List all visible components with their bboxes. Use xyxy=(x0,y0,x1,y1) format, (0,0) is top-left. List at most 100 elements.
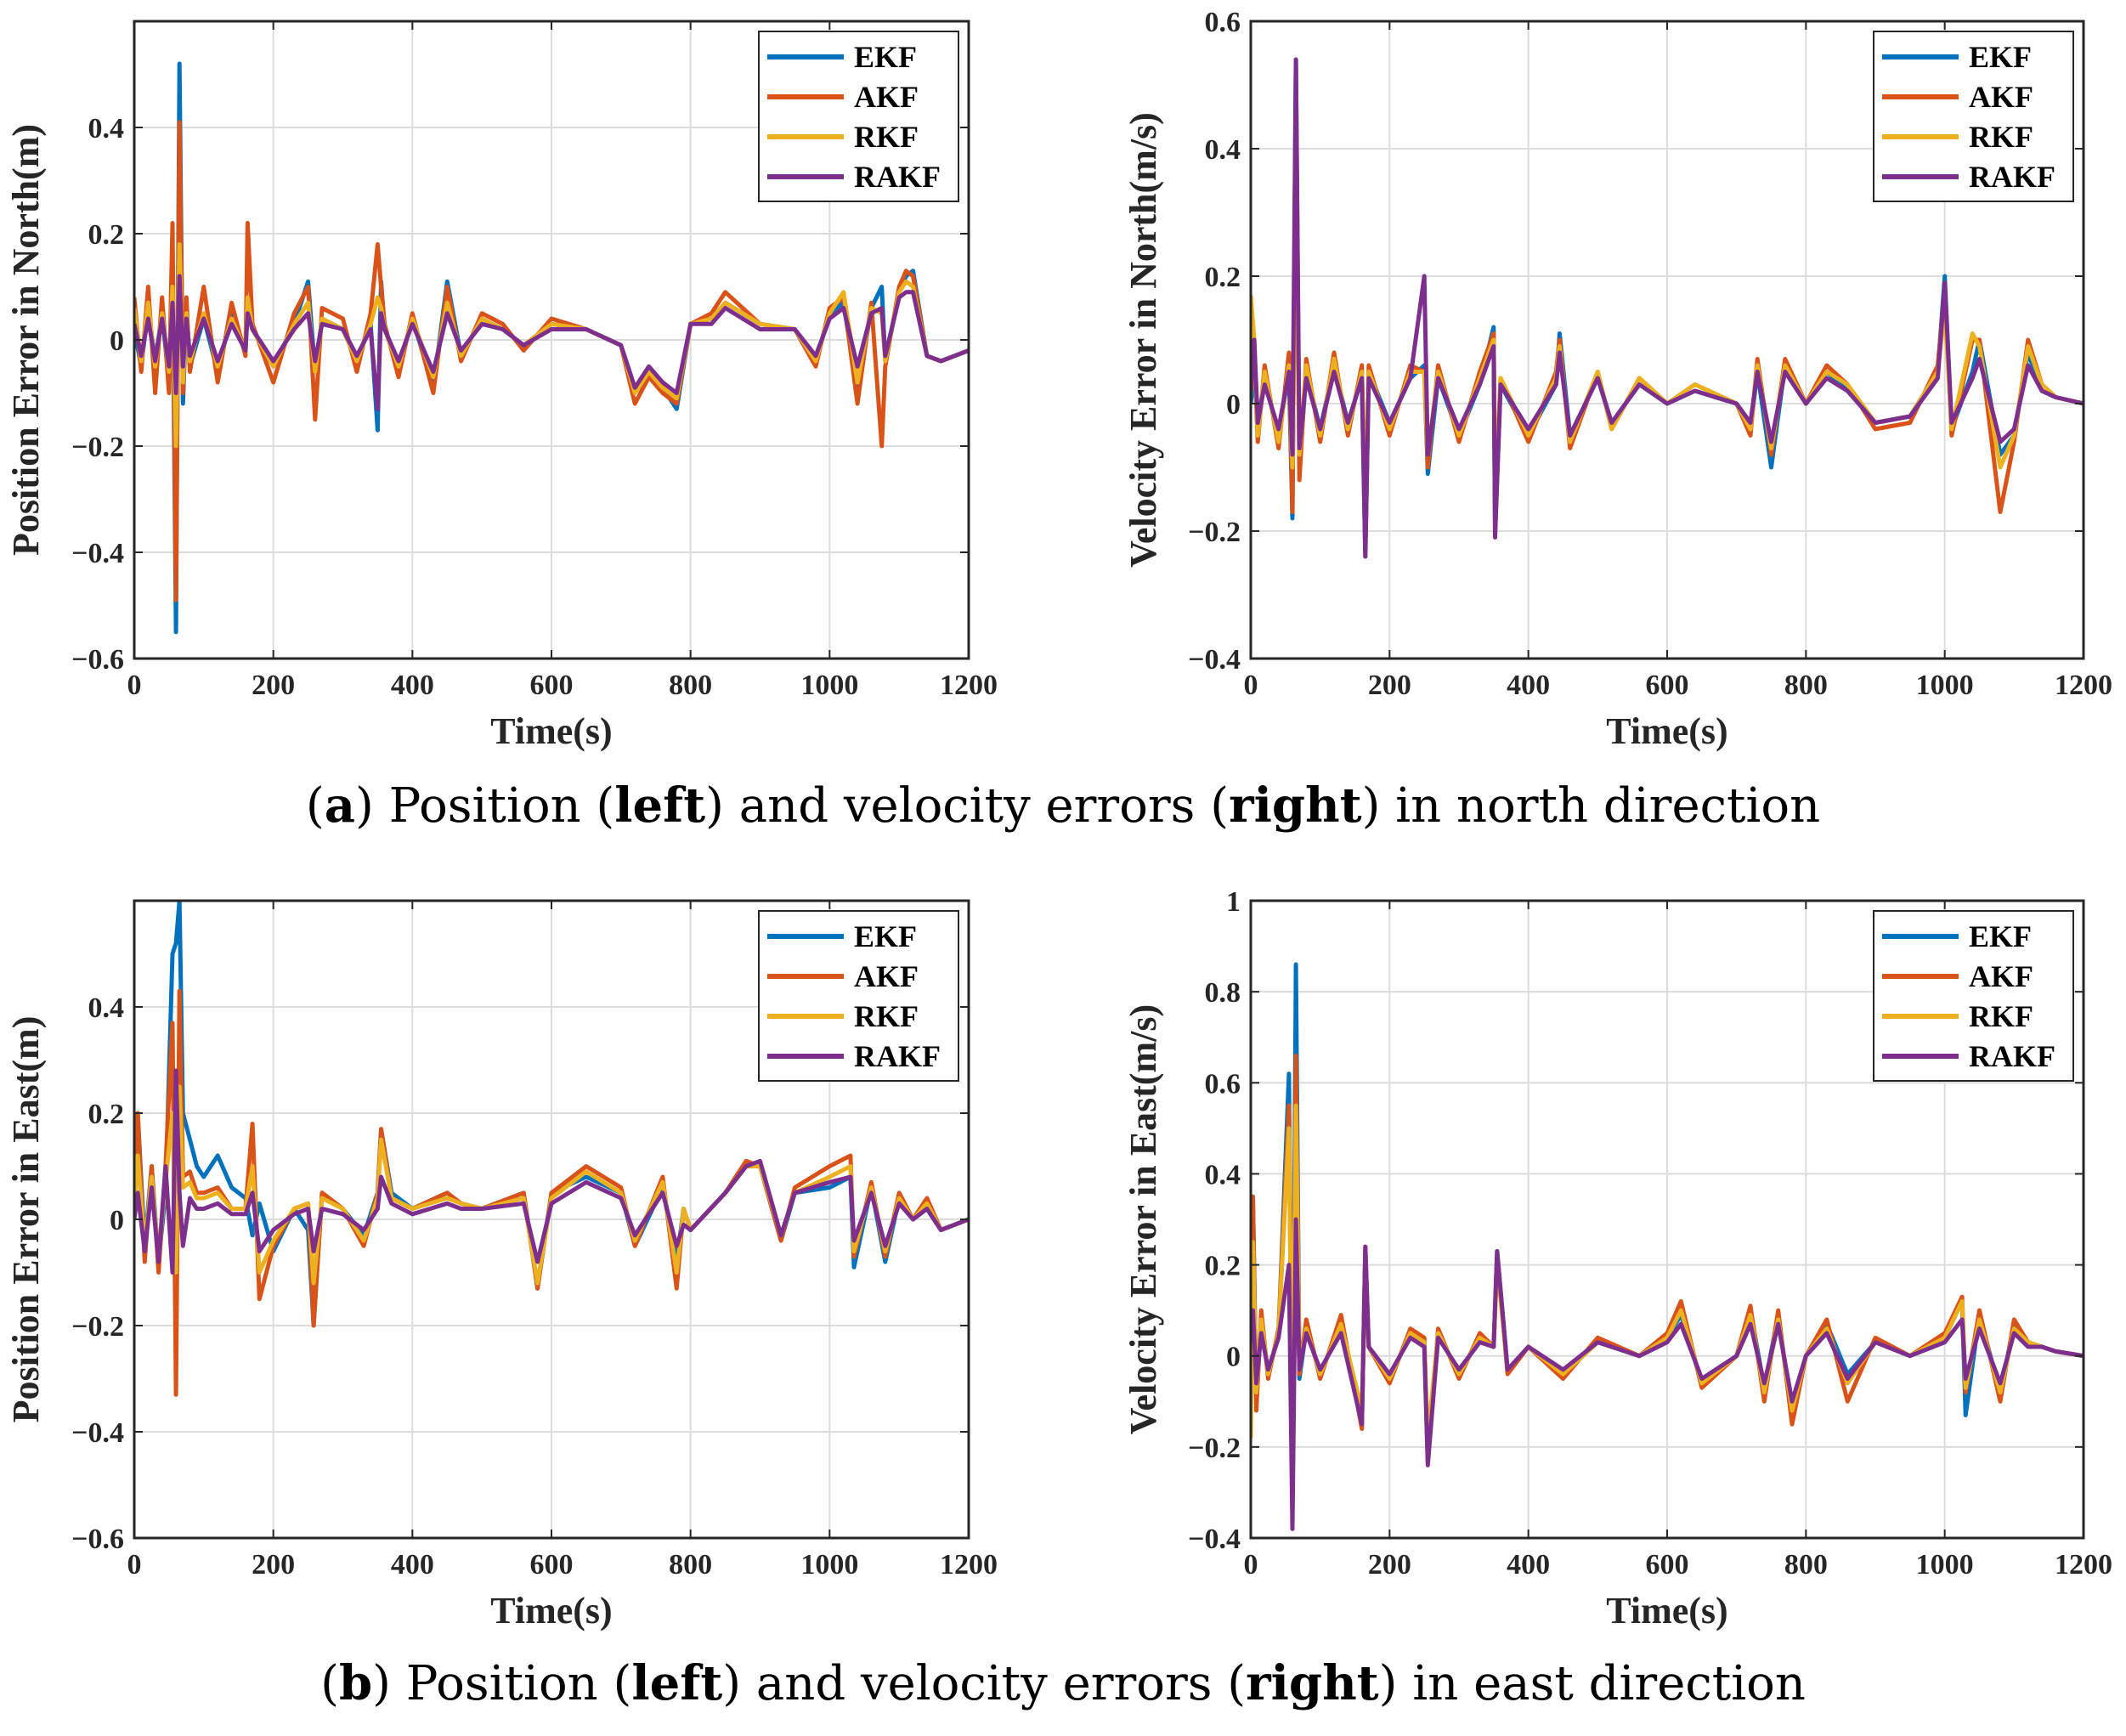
x-axis-label: Time(s) xyxy=(490,1590,612,1631)
x-tick-label: 1000 xyxy=(800,670,858,701)
legend-label-ekf: EKF xyxy=(1969,40,2032,74)
series-rakf-line xyxy=(134,274,969,411)
y-tick-label: 0.8 xyxy=(1205,977,1241,1009)
caption-b: (b) Position (left) and velocity errors … xyxy=(320,1655,1806,1711)
x-tick-label: 1000 xyxy=(800,1549,858,1580)
x-axis-label: Time(s) xyxy=(1606,710,1727,752)
y-tick-label: −0.4 xyxy=(1188,1524,1241,1555)
series-group xyxy=(134,61,969,635)
legend: EKF AKF RKF RAKF xyxy=(1873,910,2074,1082)
caption-b-post: ) in east direction xyxy=(1378,1656,1806,1711)
caption-b-left: left xyxy=(631,1655,723,1711)
legend-label-rkf: RKF xyxy=(1969,120,2033,154)
series-rakf-line xyxy=(1251,57,2084,559)
x-tick-label: 0 xyxy=(127,1549,142,1580)
y-tick-label: 0 xyxy=(1226,389,1241,421)
y-tick-label: 0.2 xyxy=(1205,262,1241,293)
y-axis-label: Velocity Error in North(m/s) xyxy=(1122,112,1164,568)
x-tick-label: 400 xyxy=(391,670,434,701)
y-axis-label: Position Error in North(m) xyxy=(5,124,47,556)
x-tick-label: 0 xyxy=(1244,670,1258,701)
x-tick-label: 1200 xyxy=(2055,670,2112,701)
x-tick-label: 1200 xyxy=(940,1549,998,1580)
caption-b-mid: ) and velocity errors ( xyxy=(722,1656,1247,1711)
y-tick-label: 0.6 xyxy=(1205,7,1241,38)
caption-a-post: ) in north direction xyxy=(1361,778,1821,834)
series-rakf-line xyxy=(1251,1217,2084,1531)
x-tick-label: 1200 xyxy=(2055,1549,2112,1580)
caption-a-right: right xyxy=(1229,778,1362,834)
x-tick-label: 1200 xyxy=(940,670,998,701)
series-rakf-line xyxy=(134,1068,969,1275)
caption-b-pre: Position ( xyxy=(390,1656,632,1711)
caption-b-label: b xyxy=(338,1655,373,1711)
series-group xyxy=(1251,962,2084,1531)
legend-label-rakf: RAKF xyxy=(854,160,941,194)
legend-box xyxy=(758,910,959,1082)
legend-label-rakf: RAKF xyxy=(1969,160,2055,194)
y-tick-label: 0.2 xyxy=(88,219,125,251)
legend-label-akf: AKF xyxy=(854,959,919,993)
caption-a-pre: Position ( xyxy=(373,778,615,834)
x-tick-label: 0 xyxy=(127,670,142,701)
x-tick-label: 800 xyxy=(1784,1549,1828,1580)
y-tick-label: −0.2 xyxy=(71,432,124,463)
legend-box xyxy=(758,31,959,202)
y-tick-label: 0.4 xyxy=(88,113,125,144)
legend-label-rkf: RKF xyxy=(854,999,919,1033)
x-tick-label: 0 xyxy=(1244,1549,1258,1580)
y-tick-label: 0.2 xyxy=(1205,1251,1241,1282)
legend-box xyxy=(1873,31,2074,202)
legend-label-ekf: EKF xyxy=(854,40,917,74)
chart-pos-north: 0 200 400 600 800 1000 1200 −0.6 −0.4 −0.2 0 0.2 0.4… xyxy=(5,20,998,752)
legend-label-akf: AKF xyxy=(1969,959,2033,993)
y-tick-label: −0.4 xyxy=(1188,644,1241,676)
y-tick-label: 0.2 xyxy=(88,1099,125,1130)
y-tick-label: −0.6 xyxy=(71,1524,124,1555)
x-tick-label: 400 xyxy=(1507,1549,1550,1580)
y-tick-label: −0.6 xyxy=(71,644,124,676)
legend-label-akf: AKF xyxy=(1969,80,2033,114)
y-tick-label: 0.4 xyxy=(1205,1159,1241,1190)
y-tick-label: −0.4 xyxy=(71,1417,124,1449)
x-tick-label: 200 xyxy=(1368,1549,1411,1580)
caption-a-left: left xyxy=(614,778,706,834)
x-tick-label: 400 xyxy=(391,1549,434,1580)
x-tick-label: 800 xyxy=(669,670,712,701)
y-axis-label: Velocity Error in East(m/s) xyxy=(1122,1004,1164,1434)
legend-label-rakf: RAKF xyxy=(1969,1039,2055,1073)
x-tick-label: 600 xyxy=(530,670,574,701)
chart-vel-north: 0 200 400 600 800 1000 1200 −0.4 −0.2 0 0.2 0.4 0.6 T… xyxy=(1122,7,2112,752)
y-tick-label: 0 xyxy=(110,1205,124,1236)
legend-label-rkf: RKF xyxy=(1969,999,2033,1033)
chart-vel-east: 0 200 400 600 800 1000 1200 −0.4 −0.2 0 0.2 0.4 0.6 0… xyxy=(1122,886,2112,1631)
series-group xyxy=(134,901,969,1397)
x-tick-label: 600 xyxy=(1646,1549,1689,1580)
x-tick-label: 800 xyxy=(1784,670,1828,701)
x-axis-label: Time(s) xyxy=(490,710,612,752)
caption-b-right: right xyxy=(1246,1655,1379,1711)
legend-label-ekf: EKF xyxy=(1969,919,2032,953)
x-axis-label: Time(s) xyxy=(1606,1590,1727,1631)
series-group xyxy=(1251,57,2084,559)
legend-label-rkf: RKF xyxy=(854,120,919,154)
caption-a-mid: ) and velocity errors ( xyxy=(705,778,1230,834)
y-tick-label: 0 xyxy=(1226,1342,1241,1373)
x-tick-label: 1000 xyxy=(1916,670,1974,701)
legend-label-akf: AKF xyxy=(854,80,919,114)
y-tick-label: 0 xyxy=(110,325,124,357)
y-tick-label: −0.2 xyxy=(1188,1433,1241,1464)
y-axis-label: Position Error in East(m) xyxy=(5,1016,47,1423)
series-rkf-line xyxy=(134,1084,969,1286)
legend: EKF AKF RKF RAKF xyxy=(758,910,959,1082)
legend-label-rakf: RAKF xyxy=(854,1039,941,1073)
y-tick-label: −0.4 xyxy=(71,538,124,569)
x-tick-label: 600 xyxy=(1646,670,1689,701)
legend: EKF AKF RKF RAKF xyxy=(758,31,959,202)
y-tick-label: 0.4 xyxy=(1205,134,1241,166)
x-tick-label: 800 xyxy=(669,1549,712,1580)
y-tick-label: 0.6 xyxy=(1205,1068,1241,1100)
y-tick-label: −0.2 xyxy=(1188,517,1241,548)
y-tick-label: 0.4 xyxy=(88,992,125,1024)
